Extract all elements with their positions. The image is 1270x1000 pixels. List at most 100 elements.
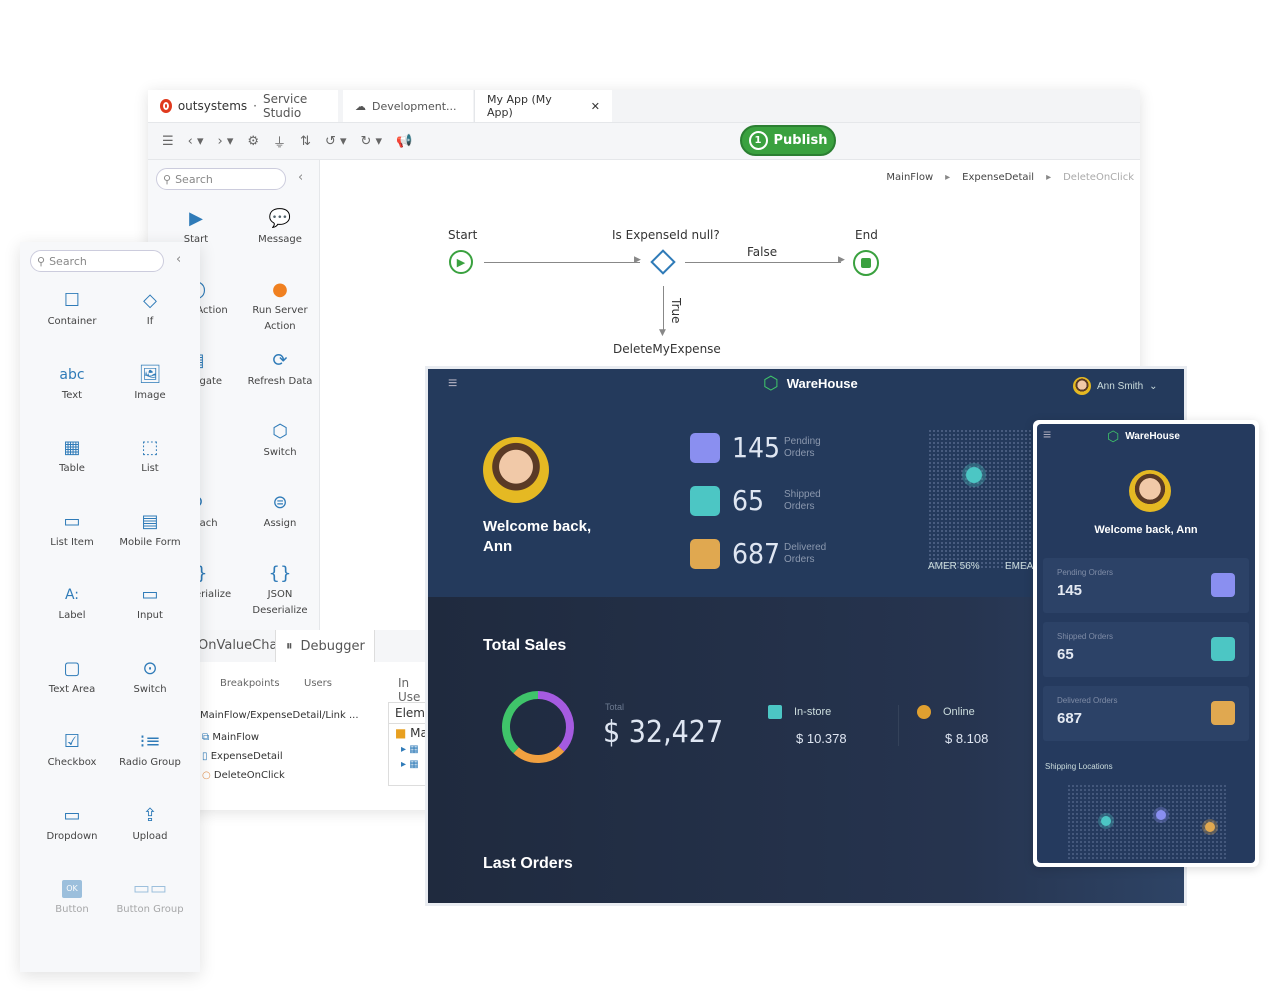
- brand-name: WareHouse: [1125, 431, 1180, 442]
- end-node[interactable]: [853, 250, 879, 276]
- elements-row[interactable]: ■ MainFlow: [395, 726, 429, 740]
- elements-row[interactable]: ▸ ▦: [401, 744, 419, 755]
- widget-text[interactable]: abc Text: [32, 362, 112, 404]
- tree-item[interactable]: ⧉ MainFlow: [202, 732, 260, 743]
- toolbox-item[interactable]: {} JSON Deserialize: [240, 561, 320, 619]
- tab-development[interactable]: ☁ Development...: [343, 90, 473, 122]
- widget-label: Label: [58, 610, 86, 621]
- arrow-icon: ▶: [838, 255, 845, 265]
- orders-icon: [1211, 637, 1235, 661]
- widget-switch[interactable]: ⊙ Switch: [110, 656, 190, 698]
- toolbox-item[interactable]: ⟳ Refresh Data: [240, 348, 320, 390]
- order-card[interactable]: Delivered Orders 687: [1043, 686, 1249, 741]
- plug-icon[interactable]: ⏚: [273, 135, 287, 151]
- shipping-locations-title: Shipping Locations: [1045, 762, 1113, 771]
- hamburger-icon[interactable]: ≡: [448, 375, 458, 392]
- channel-value: $ 8.108: [945, 731, 989, 746]
- toolbox-item-label: JSON Deserialize: [252, 589, 308, 616]
- user-menu[interactable]: Ann Smith ⌄: [1073, 377, 1158, 395]
- start-node[interactable]: ▶: [449, 250, 473, 274]
- pause-icon: ⏸: [286, 638, 293, 654]
- toolbox-item-icon: ⟳: [272, 350, 288, 371]
- list-item-icon: ▭: [63, 510, 81, 532]
- widget-label[interactable]: A: Label: [32, 582, 112, 624]
- close-icon[interactable]: ✕: [590, 99, 600, 113]
- publish-button[interactable]: 1 Publish: [740, 125, 836, 156]
- toolbox-item[interactable]: ⊜ Assign: [240, 490, 320, 532]
- widget-upload[interactable]: ⇪ Upload: [110, 803, 190, 845]
- widget-checkbox[interactable]: ☑ Checkbox: [32, 729, 112, 771]
- forward-icon[interactable]: › ▾: [217, 133, 234, 149]
- welcome-text: Welcome back, Ann: [1094, 524, 1198, 536]
- widget-if[interactable]: ◇ If: [110, 288, 190, 330]
- widget-table[interactable]: ▦ Table: [32, 435, 112, 477]
- toolbox-item[interactable]: ▶ Start: [156, 206, 236, 248]
- widget-label: Upload: [132, 830, 168, 842]
- search-icon: ⚲: [163, 172, 172, 186]
- redo-icon[interactable]: ↻ ▾: [360, 133, 383, 149]
- breadcrumb-item[interactable]: MainFlow: [886, 172, 934, 183]
- widget-text-area[interactable]: ▢ Text Area: [32, 656, 112, 698]
- world-map: [928, 429, 1038, 569]
- tab-in-use[interactable]: In Use: [398, 676, 421, 704]
- widget-image[interactable]: 🖼 Image: [110, 362, 190, 404]
- collapse-icon[interactable]: ‹: [176, 252, 182, 267]
- checkbox-icon: ☑: [63, 731, 81, 752]
- tab-breakpoints[interactable]: Breakpoints: [220, 678, 280, 689]
- toolbox-search-input[interactable]: ⚲ Search: [156, 168, 286, 190]
- stat-row: 145 Pending Orders: [690, 431, 834, 464]
- world-map: [1067, 784, 1227, 859]
- channel-label: Online: [943, 706, 975, 718]
- tree-item[interactable]: ▯ ExpenseDetail: [202, 751, 283, 762]
- tree-item[interactable]: ○ DeleteOnClick: [202, 770, 285, 781]
- tab-my-app[interactable]: My App (My App) ✕: [474, 90, 612, 122]
- toolbox-item-label: Start: [183, 234, 209, 245]
- megaphone-icon[interactable]: 📢: [396, 133, 413, 149]
- toolbox-item[interactable]: 💬 Message: [240, 206, 320, 248]
- widgets-search-input[interactable]: ⚲ Search: [30, 250, 164, 272]
- stat-label: Delivered Orders: [784, 541, 827, 565]
- compare-icon[interactable]: ⇅: [300, 133, 311, 149]
- warehouse-logo-icon: ⬡: [763, 373, 779, 393]
- container-icon: ☐: [63, 290, 81, 311]
- widget-label: Text: [61, 389, 83, 401]
- widget-list[interactable]: ⬚ List: [110, 435, 190, 477]
- widget-button[interactable]: OK Button: [32, 876, 112, 918]
- elements-row[interactable]: ▸ ▦: [401, 759, 419, 770]
- text-area-icon: ▢: [63, 657, 81, 679]
- tab-users[interactable]: Users: [304, 678, 333, 689]
- if-icon: ◇: [143, 290, 157, 311]
- orders-icon: [690, 485, 720, 516]
- tab-label: Development...: [372, 99, 457, 113]
- toolbox-item[interactable]: ⬡ Switch: [240, 419, 320, 461]
- widget-radio-group[interactable]: ⁝≡ Radio Group: [110, 729, 190, 771]
- if-node[interactable]: [650, 249, 676, 275]
- order-card[interactable]: Pending Orders 145: [1043, 558, 1249, 613]
- stat-label: Shipped Orders: [784, 488, 821, 512]
- map-label: AMER 56%: [928, 561, 980, 572]
- undo-icon[interactable]: ↺ ▾: [324, 133, 347, 149]
- widget-button-group[interactable]: ▭▭ Button Group: [110, 876, 190, 918]
- breadcrumb-item[interactable]: DeleteOnClick: [1063, 172, 1134, 183]
- order-card[interactable]: Shipped Orders 65: [1043, 622, 1249, 677]
- map-marker: [1205, 822, 1215, 832]
- breadcrumb-item[interactable]: ExpenseDetail: [962, 172, 1035, 183]
- action-icon: ○: [202, 770, 211, 781]
- collapse-icon[interactable]: ‹: [298, 170, 304, 185]
- card-label: Delivered Orders: [1057, 696, 1118, 705]
- back-icon[interactable]: ‹ ▾: [187, 133, 204, 149]
- widget-container[interactable]: ☐ Container: [32, 288, 112, 330]
- widget-list-item[interactable]: ▭ List Item: [32, 509, 112, 551]
- widget-input[interactable]: ▭ Input: [110, 582, 190, 624]
- stat-value: 65: [732, 484, 765, 517]
- action-node-label[interactable]: DeleteMyExpense: [613, 342, 721, 356]
- widget-dropdown[interactable]: ▭ Dropdown: [32, 803, 112, 845]
- connector: [663, 286, 664, 332]
- widget-mobile-form[interactable]: ▤ Mobile Form: [110, 509, 190, 551]
- gear-icon[interactable]: ⚙: [247, 133, 260, 149]
- widget-label: If: [146, 316, 154, 327]
- menu-icon[interactable]: ☰: [162, 133, 174, 149]
- toolbox-item[interactable]: ● Run Server Action: [240, 277, 320, 335]
- hamburger-icon[interactable]: ≡: [1043, 426, 1052, 442]
- tab-debugger[interactable]: ⏸ Debugger: [275, 630, 375, 662]
